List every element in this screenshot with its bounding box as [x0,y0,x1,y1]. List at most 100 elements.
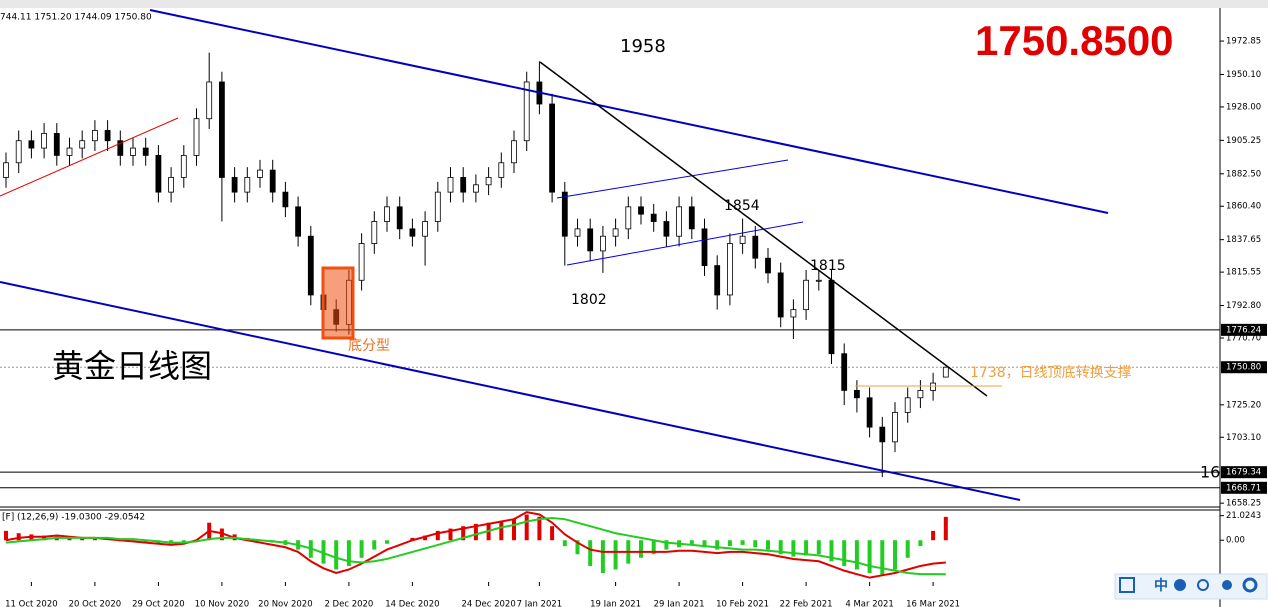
candle-body [904,397,911,413]
x-tick-label: 10 Nov 2020 [195,600,249,607]
annotation: 1815 [810,258,846,274]
y-tick-label: 1837.65 [1226,235,1261,245]
histogram-bar [562,540,567,547]
trend-line [0,281,1021,501]
y-tick-label: 1725.20 [1226,400,1261,410]
candle-body [282,191,289,208]
histogram-bar [334,540,339,570]
candle-body [854,390,860,399]
histogram-bar [461,526,466,541]
candle-body [612,228,619,237]
candle-body [892,412,898,443]
annotation: 底分型 [348,338,390,354]
histogram-bar [905,540,910,558]
candle-body [790,309,797,318]
y-tick-label: 1860.40 [1226,202,1261,212]
channel-line [566,221,804,266]
signal-line [5,517,946,576]
histogram-bar [867,540,872,573]
y-tick-label: 1905.25 [1226,136,1261,146]
candle-body [917,390,924,399]
candle-body [3,162,9,178]
y-tick-label: 1928.00 [1226,102,1261,112]
candle-body [155,155,162,193]
toolbar-icon[interactable] [1222,580,1232,590]
toolbar-icon[interactable] [1119,577,1135,593]
candle-body [587,228,594,252]
candle-body [701,228,708,266]
level-label: 1776.24 [1226,325,1261,335]
candle-body [244,177,251,193]
y-tick-label: 1972.85 [1226,37,1261,47]
candle-body [79,140,86,149]
toolbar-icon[interactable] [1197,579,1209,591]
histogram-bar [524,514,529,541]
candle-body [942,366,949,378]
candle-body [498,162,505,178]
candle-body [815,279,822,282]
candle-body [485,177,492,186]
histogram-bar [346,540,351,566]
histogram-bar [715,540,720,550]
y-tick-label: 21.0243 [1226,511,1261,521]
histogram-bar [499,521,504,541]
candle-body [866,397,873,428]
candle-body [752,235,759,259]
x-tick-label: 11 Oct 2020 [5,600,58,607]
y-tick-label: 1770.70 [1226,333,1261,343]
histogram-bar [727,540,732,547]
candle-body [600,235,606,252]
ime-toolbar [1114,573,1268,600]
histogram-bar [550,526,555,541]
candle-body [777,272,784,318]
y-tick-label: 1815.55 [1226,268,1261,278]
histogram-bar [16,533,21,541]
candle-body [269,169,276,193]
x-tick-label: 29 Oct 2020 [132,600,185,607]
candle-body [384,206,390,222]
y-tick-label: 1950.10 [1226,70,1261,80]
histogram-bar [143,540,148,543]
annotation: 黄金日线图 [52,347,212,385]
candle-body [41,132,47,149]
histogram-bar [918,540,923,547]
candle-body [193,118,200,156]
y-tick-label: 1703.10 [1226,433,1261,443]
candle-body [841,353,848,391]
candle-body [142,147,149,156]
candle-body [15,140,22,164]
toolbar-item[interactable]: 中 [1154,577,1168,594]
y-tick-label: 1882.50 [1226,169,1261,179]
histogram-bar [689,540,694,545]
trend-line [0,117,179,197]
candle-body [66,147,73,156]
pattern-box-fill [323,268,353,338]
histogram-bar [613,540,618,570]
histogram-bar [4,530,8,541]
x-tick-label: 10 Feb 2021 [716,600,769,607]
candle-body [206,81,213,120]
histogram-bar [448,528,453,541]
y-tick-label: 1792.80 [1226,301,1261,311]
histogram-bar [423,535,428,541]
x-tick-label: 29 Jan 2021 [654,600,705,607]
candle-body [409,228,416,237]
candle-body [231,177,238,193]
candle-body [561,191,568,237]
histogram-bar [92,539,97,541]
candle-body [676,206,682,237]
y-tick-label: 0.00 [1226,536,1245,546]
histogram-bar [766,540,770,550]
ohlc-header: 744.11 1751.20 1744.09 1750.80 [0,13,152,23]
plot: 1972.85 1950.10 1928.00 1905.25 1882.50 1860.… [0,37,1267,607]
toolbar-icon[interactable] [1174,579,1186,591]
annotation: 16 [1200,463,1220,482]
candle-body [549,103,555,193]
candle-body [930,382,936,391]
candle-body [638,206,644,215]
x-tick-label: 7 Jan 2021 [517,600,563,607]
toolbar-icon[interactable] [1242,577,1258,593]
x-tick-label: 24 Dec 2020 [461,600,515,607]
level-label: 1668.71 [1226,483,1261,493]
